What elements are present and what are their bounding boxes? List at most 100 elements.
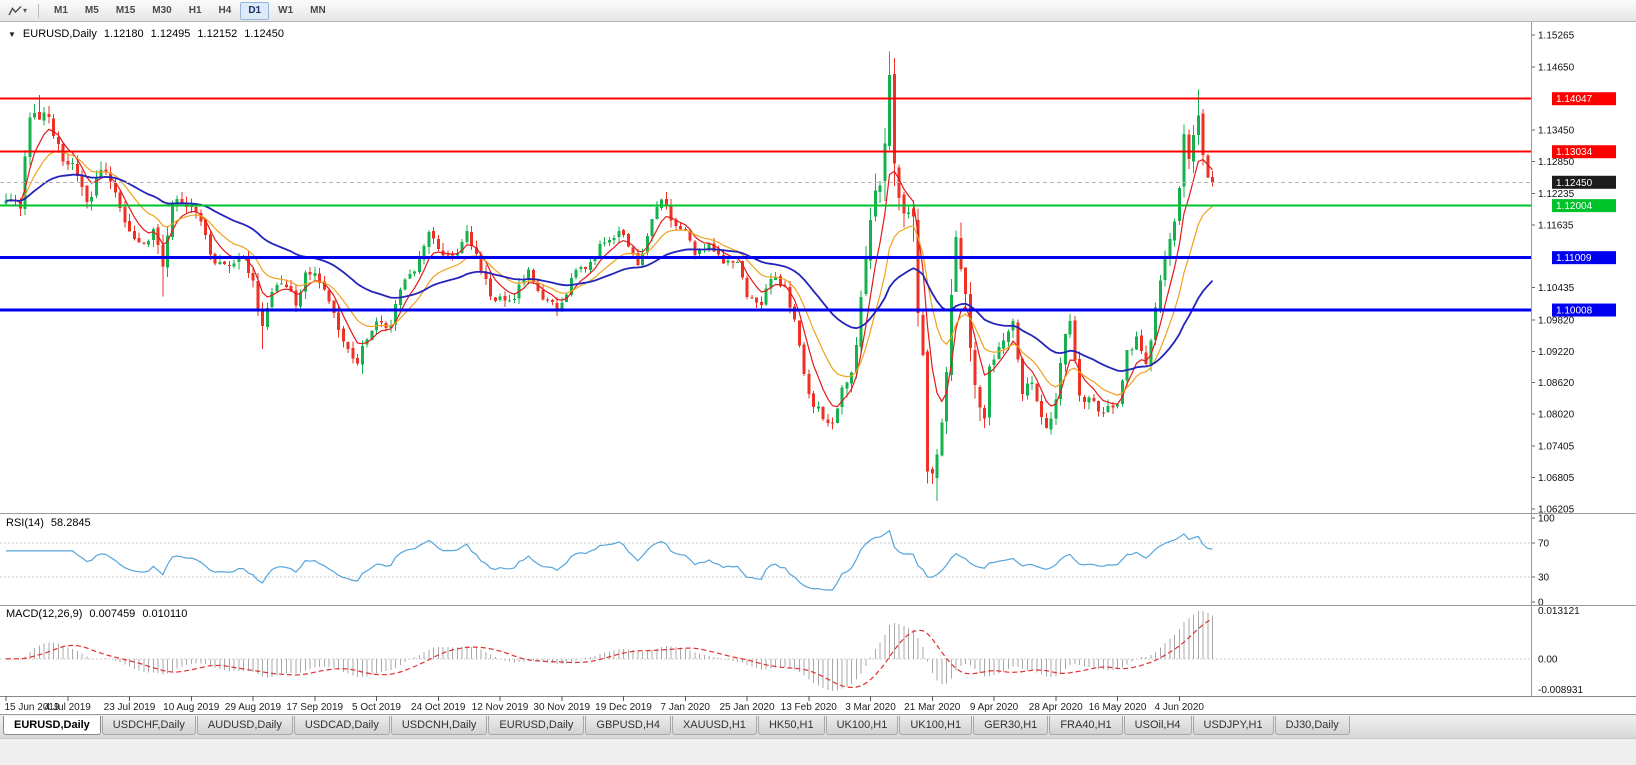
- rsi-title: RSI(14) 58.2845: [6, 517, 91, 529]
- chart-collapse-icon: ▼: [8, 29, 16, 39]
- top-toolbar: ▾ M1 M5 M15 M30 H1 H4 D1 W1 MN: [0, 0, 1636, 22]
- price-flag-1.14047: [1552, 92, 1616, 106]
- date-axis-label: 7 Jan 2020: [661, 702, 711, 713]
- price-axis-label: 1.12235: [1538, 189, 1575, 200]
- line-chart-icon: [8, 5, 22, 15]
- chart-tab-eurusd-daily[interactable]: EURUSD,Daily: [488, 716, 585, 735]
- chart-tab-xauusd-h1[interactable]: XAUUSD,H1: [671, 716, 757, 735]
- timeframe-m5[interactable]: M5: [84, 4, 99, 16]
- date-axis-label: 4 Jun 2020: [1155, 702, 1205, 713]
- timeframe-m15[interactable]: M15: [115, 4, 136, 16]
- bottom-tab-bar: EURUSD,Daily USDCHF,Daily AUDUSD,Daily USDC…: [0, 714, 1636, 738]
- macd-signal-line: [5, 618, 1213, 689]
- price-axis-label: 1.08620: [1538, 378, 1575, 389]
- timeframe-mn[interactable]: MN: [310, 4, 326, 16]
- candles-layer: [4, 51, 1214, 501]
- chart-symbol: EURUSD,Daily: [22, 28, 97, 40]
- price-flag-1.12450: [1552, 175, 1616, 189]
- rsi-axis-label: 100: [1538, 514, 1555, 525]
- rsi-name: RSI(14): [6, 517, 44, 529]
- macd-axis-label: 0.00: [1538, 654, 1558, 665]
- chart-tab-usoil-h4[interactable]: USOil,H4: [1123, 716, 1192, 735]
- main-chart-svg[interactable]: 1.15265 1.14650 1.13450 1.12850 1.12235 1.116…: [0, 22, 1636, 714]
- price-flag-label: 1.11009: [1556, 253, 1592, 264]
- timeframe-m30[interactable]: M30: [152, 4, 172, 16]
- price-flag-label: 1.12450: [1556, 178, 1593, 189]
- date-axis-label: 15 Jun 2019: [4, 702, 59, 713]
- price-flag-label: 1.12004: [1556, 201, 1593, 212]
- date-axis-label: 16 May 2020: [1089, 702, 1147, 713]
- price-axis-label: 1.12850: [1538, 157, 1575, 168]
- date-axis-label: 19 Dec 2019: [595, 702, 652, 713]
- price-axis-label: 1.10435: [1538, 283, 1575, 294]
- date-axis-label: 23 Jul 2019: [104, 702, 156, 713]
- chart-tab-usdjpy-h1[interactable]: USDJPY,H1: [1192, 716, 1274, 735]
- date-axis-label: 24 Oct 2019: [411, 702, 466, 713]
- rsi-axis-label: 30: [1538, 572, 1550, 583]
- chart-tab-ger30-h1[interactable]: GER30,H1: [973, 716, 1049, 735]
- date-axis-label: 30 Nov 2019: [533, 702, 590, 713]
- rsi-line: [6, 529, 1213, 591]
- chart-tab-uk100-h1[interactable]: UK100,H1: [899, 716, 973, 735]
- chart-tab-eurusd-daily[interactable]: EURUSD,Daily: [3, 716, 101, 735]
- price-axis-label: 1.09820: [1538, 315, 1575, 326]
- ma-slow-line: [5, 173, 1214, 373]
- price-axis-label: 1.11635: [1538, 220, 1574, 231]
- date-axis-label: 28 Apr 2020: [1029, 702, 1083, 713]
- timeframe-w1[interactable]: W1: [278, 4, 294, 16]
- date-axis-label: 4 Jul 2019: [45, 702, 92, 713]
- price-axis-label: 1.13450: [1538, 125, 1575, 136]
- timeframe-buttons: M1 M5 M15 M30 H1 H4 D1 W1 MN: [46, 1, 334, 20]
- price-axis-label: 1.07405: [1538, 442, 1575, 453]
- chart-tab-uk100-h1[interactable]: UK100,H1: [825, 716, 899, 735]
- ohlc-high: 1.12495: [150, 28, 191, 40]
- date-axis-label: 9 Apr 2020: [970, 702, 1019, 713]
- chart-tab-hk50-h1[interactable]: HK50,H1: [757, 716, 825, 735]
- rsi-axis-label: 0: [1538, 598, 1544, 609]
- date-axis-label: 10 Aug 2019: [163, 702, 220, 713]
- date-axis-label: 29 Aug 2019: [225, 702, 282, 713]
- macd-main-value: 0.007459: [89, 608, 136, 620]
- macd-signal-value: 0.010110: [142, 608, 188, 620]
- price-flag-1.11009: [1552, 251, 1616, 265]
- macd-axis-label: 0.013121: [1538, 606, 1580, 617]
- timeframe-m1[interactable]: M1: [54, 4, 68, 16]
- date-axis-label: 13 Feb 2020: [781, 702, 838, 713]
- date-axis-label: 12 Nov 2019: [472, 702, 529, 713]
- price-flag-1.10008: [1552, 303, 1616, 317]
- macd-axis-label: -0.008931: [1538, 685, 1583, 696]
- timeframe-h1[interactable]: H1: [188, 4, 202, 16]
- timeframe-d1[interactable]: D1: [240, 1, 270, 20]
- date-axis-label: 17 Sep 2019: [286, 702, 343, 713]
- chart-type-button[interactable]: ▾: [4, 3, 31, 19]
- date-axis-label: 3 Mar 2020: [845, 702, 896, 713]
- ma-mid-line: [5, 150, 1213, 396]
- chart-tab-audusd-daily[interactable]: AUDUSD,Daily: [196, 716, 293, 735]
- ohlc-close: 1.12450: [244, 28, 284, 40]
- dropdown-caret-icon: ▾: [23, 5, 28, 15]
- chart-tab-usdchf-daily[interactable]: USDCHF,Daily: [101, 716, 196, 735]
- chart-title: ▼ EURUSD,Daily 1.12180 1.12495 1.12152 1…: [8, 28, 284, 40]
- price-flag-label: 1.10008: [1556, 306, 1593, 317]
- chart-tab-fra40-h1[interactable]: FRA40,H1: [1049, 716, 1123, 735]
- price-axis-label: 1.06805: [1538, 473, 1575, 484]
- chart-tab-dj30-daily[interactable]: DJ30,Daily: [1274, 716, 1350, 735]
- macd-histogram: [10, 611, 1213, 691]
- chart-tab-usdcnh-daily[interactable]: USDCNH,Daily: [390, 716, 488, 735]
- chart-tab-usdcad-daily[interactable]: USDCAD,Daily: [293, 716, 390, 735]
- chart-area: 1.15265 1.14650 1.13450 1.12850 1.12235 1.116…: [0, 22, 1636, 714]
- chart-tab-gbpusd-h4[interactable]: GBPUSD,H4: [585, 716, 671, 735]
- date-axis-label: 5 Oct 2019: [352, 702, 401, 713]
- macd-title: MACD(12,26,9) 0.007459 0.010110: [6, 608, 187, 620]
- price-flag-1.13034: [1552, 145, 1616, 159]
- ohlc-open: 1.12180: [103, 28, 144, 40]
- price-flag-label: 1.14047: [1556, 94, 1593, 105]
- macd-name: MACD(12,26,9): [6, 608, 83, 620]
- date-axis-label: 25 Jan 2020: [719, 702, 774, 713]
- price-axis-label: 1.08020: [1538, 410, 1575, 421]
- timeframe-h4[interactable]: H4: [218, 4, 232, 16]
- moving-averages-layer: [5, 128, 1214, 408]
- ma-fast-line: [5, 128, 1213, 408]
- ohlc-low: 1.12152: [197, 28, 238, 40]
- rsi-axis-label: 70: [1538, 539, 1550, 550]
